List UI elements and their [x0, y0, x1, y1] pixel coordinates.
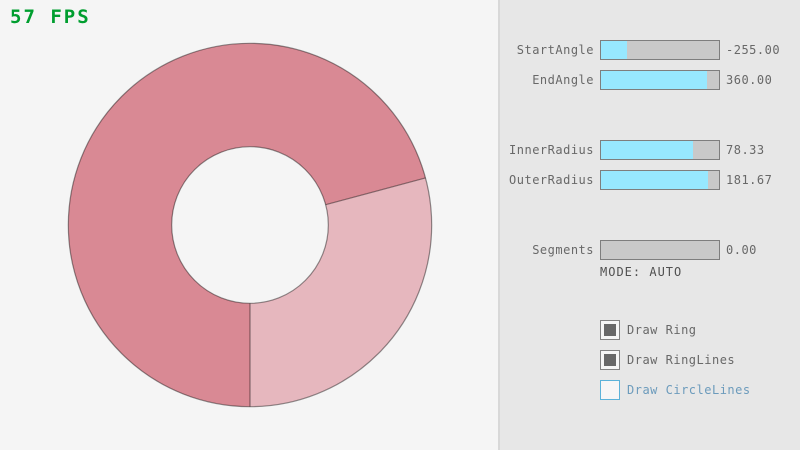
segments-value: 0.00: [726, 243, 757, 257]
draw-ring-checkbox[interactable]: [600, 320, 620, 340]
slider-fill: [601, 141, 694, 159]
checkbox-row-draw-circlelines: Draw CircleLines: [600, 380, 800, 400]
endangle-slider[interactable]: [600, 70, 720, 90]
draw-circlelines-checkbox[interactable]: [600, 380, 620, 400]
slider-label-innerradius: InnerRadius: [509, 143, 594, 157]
slider-row-endangle: EndAngle 360.00: [500, 70, 800, 90]
innerradius-slider[interactable]: [600, 140, 720, 160]
ring-inner-outline: [171, 146, 329, 304]
fps-counter: 57 FPS: [10, 6, 91, 28]
slider-fill: [601, 41, 627, 59]
slider-fill: [601, 71, 708, 89]
slider-fill: [601, 171, 709, 189]
innerradius-value: 78.33: [726, 143, 765, 157]
segments-slider[interactable]: [600, 240, 720, 260]
control-panel: StartAngle -255.00 EndAngle 360.00 Inner…: [498, 0, 800, 450]
slider-row-innerradius: InnerRadius 78.33: [500, 140, 800, 160]
ring-chart: [67, 42, 433, 408]
slider-row-startangle: StartAngle -255.00: [500, 40, 800, 60]
startangle-slider[interactable]: [600, 40, 720, 60]
draw-circlelines-label: Draw CircleLines: [627, 383, 751, 397]
endangle-value: 360.00: [726, 73, 773, 87]
checkbox-row-draw-ring: Draw Ring: [600, 320, 800, 340]
startangle-value: -255.00: [726, 43, 781, 57]
slider-label-endangle: EndAngle: [532, 73, 594, 87]
draw-ringlines-checkbox[interactable]: [600, 350, 620, 370]
slider-label-outerradius: OuterRadius: [509, 173, 594, 187]
outerradius-slider[interactable]: [600, 170, 720, 190]
segments-mode-label: MODE: AUTO: [600, 265, 683, 279]
slider-row-segments: Segments 0.00: [500, 240, 800, 260]
checkbox-row-draw-ringlines: Draw RingLines: [600, 350, 800, 370]
slider-label-segments: Segments: [532, 243, 594, 257]
ring-sector-light: [250, 177, 432, 407]
ring-radial-line-right: [325, 177, 426, 206]
slider-row-outerradius: OuterRadius 181.67: [500, 170, 800, 190]
draw-ringlines-label: Draw RingLines: [627, 353, 736, 367]
ring-outer-outline: [67, 42, 433, 408]
outerradius-value: 181.67: [726, 173, 773, 187]
slider-label-startangle: StartAngle: [516, 43, 594, 57]
draw-ring-label: Draw Ring: [627, 323, 697, 337]
ring-sector-dark: [68, 43, 426, 407]
